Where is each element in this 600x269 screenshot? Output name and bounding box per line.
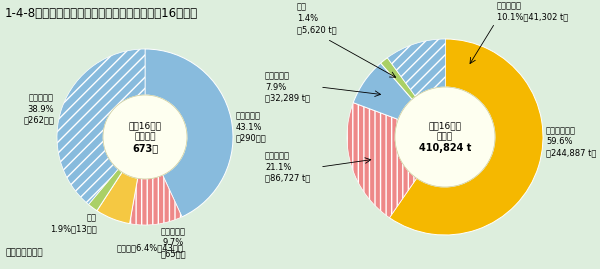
Circle shape: [395, 87, 495, 187]
Wedge shape: [353, 63, 412, 119]
Text: 投棄者不明
38.9%
（262件）: 投棄者不明 38.9% （262件）: [23, 93, 54, 125]
Text: 無許可業者
9.7%
（65件）: 無許可業者 9.7% （65件）: [160, 227, 186, 258]
Text: 被熟
1.9%（13件）: 被熟 1.9%（13件）: [50, 213, 97, 233]
Text: 1-4-8図　産業廃棔物の不法投棄実行者（平成16年度）: 1-4-8図 産業廃棔物の不法投棄実行者（平成16年度）: [5, 7, 198, 20]
Wedge shape: [88, 169, 122, 211]
Wedge shape: [97, 172, 137, 224]
Text: 410,824 t: 410,824 t: [419, 143, 471, 153]
Wedge shape: [57, 49, 145, 204]
Text: 平成16年度: 平成16年度: [428, 122, 461, 130]
Text: 許可処理業者
59.6%
（244,887 t）: 許可処理業者 59.6% （244,887 t）: [546, 126, 596, 158]
Text: 投棄者不明
10.1%（41,302 t）: 投棄者不明 10.1%（41,302 t）: [497, 1, 568, 21]
Wedge shape: [389, 39, 543, 235]
Wedge shape: [388, 39, 446, 97]
Text: （資料）環境省: （資料）環境省: [5, 248, 43, 257]
Wedge shape: [380, 58, 416, 99]
Circle shape: [103, 95, 187, 179]
Text: 被熟
1.4%
（5,620 t）: 被熟 1.4% （5,620 t）: [297, 3, 337, 34]
Wedge shape: [347, 103, 416, 218]
Text: 投棄件数: 投棄件数: [134, 133, 156, 141]
Text: 投棄量: 投棄量: [437, 133, 453, 141]
Text: 平成16年度: 平成16年度: [128, 122, 161, 130]
Text: 排出事業者
43.1%
（290件）: 排出事業者 43.1% （290件）: [236, 111, 267, 143]
Wedge shape: [145, 49, 233, 217]
Text: 673件: 673件: [132, 143, 158, 153]
Text: 無許可業者
21.1%
（86,727 t）: 無許可業者 21.1% （86,727 t）: [265, 151, 310, 183]
Wedge shape: [130, 175, 182, 225]
Text: 排出事業者
7.9%
（32,289 t）: 排出事業者 7.9% （32,289 t）: [265, 71, 310, 102]
Text: 許可業者6.4%（43件）: 許可業者6.4%（43件）: [116, 243, 184, 252]
